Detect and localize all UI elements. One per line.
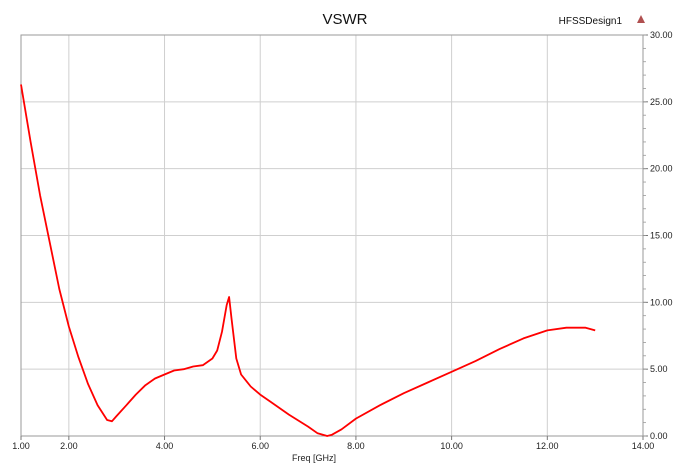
y-tick-label: 20.00	[650, 164, 673, 174]
x-tick-label: 4.00	[156, 441, 174, 451]
y-tick-label: 0.00	[650, 431, 668, 441]
vswr-curve	[20, 84, 596, 437]
y-tick-label: 15.00	[650, 231, 673, 241]
x-tick-label: 2.00	[60, 441, 78, 451]
x-tick-label: 10.00	[440, 441, 463, 451]
curve-layer	[20, 84, 596, 437]
legend-triangle-icon	[637, 15, 645, 23]
y-tick-label: 25.00	[650, 97, 673, 107]
x-axis-label: Freq [GHz]	[292, 453, 336, 463]
grid-layer	[21, 35, 643, 436]
tick-layer: 1.00 2.00 4.00 6.00 8.00 10.00 12.00 14.000.00 5…	[12, 30, 672, 451]
x-tick-label: 1.00	[12, 441, 30, 451]
x-tick-label: 6.00	[251, 441, 269, 451]
x-tick-label: 14.00	[632, 441, 655, 451]
x-tick-label: 8.00	[347, 441, 365, 451]
y-tick-label: 30.00	[650, 30, 673, 40]
chart-title: VSWR	[323, 11, 368, 28]
y-tick-label: 10.00	[650, 297, 673, 307]
design-label: HFSSDesign1	[559, 16, 623, 27]
y-tick-label: 5.00	[650, 364, 668, 374]
x-tick-label: 12.00	[536, 441, 559, 451]
